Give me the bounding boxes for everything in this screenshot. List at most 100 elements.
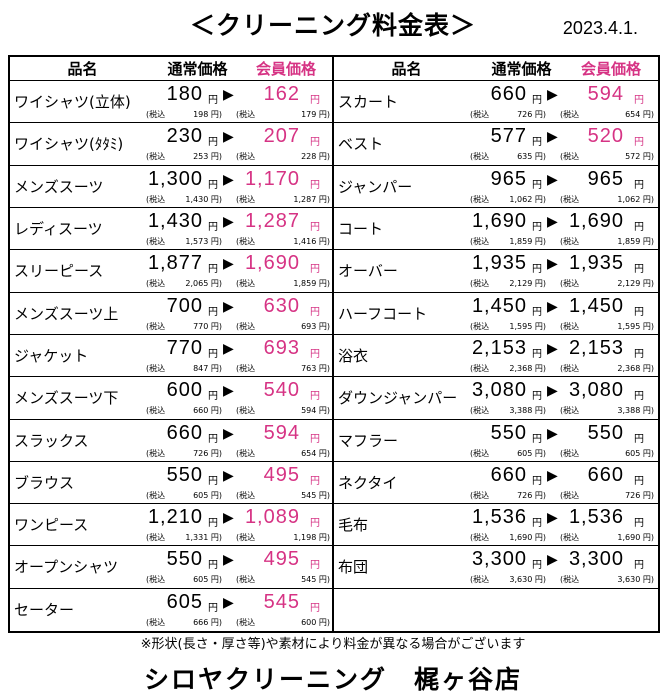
regular-yen: 円	[532, 137, 542, 149]
member-yen: 円	[634, 475, 644, 487]
member-tax-label: (税込	[560, 406, 580, 416]
effective-date: 2023.4.1.	[562, 18, 638, 38]
item-name: 浴衣	[338, 346, 369, 365]
arrow-icon: ▶	[223, 383, 234, 400]
price-row: スリーピース 1,877 円 ▶ 1,690 円 (税込 2,065 円) 1,859 円) (税…	[10, 250, 332, 293]
arrow-icon: ▶	[223, 214, 234, 231]
regular-tax-label: (税込	[146, 279, 166, 289]
member-price: 545	[263, 590, 300, 613]
member-yen: 円	[310, 306, 320, 318]
member-tax-label: (税込	[560, 363, 580, 373]
regular-price: 1,300	[147, 167, 203, 190]
page-title: ＜クリーニング料金表＞	[189, 11, 476, 40]
price-row: ブラウス 550 円 ▶ 495 円 (税込 605 円) 545 円) (税込	[10, 462, 332, 505]
regular-tax-label: (税込	[146, 194, 166, 204]
regular-tax-value: 666 円)	[193, 617, 222, 627]
member-yen: 円	[310, 95, 320, 107]
item-name: ワンピース	[14, 516, 89, 535]
member-yen: 円	[310, 137, 320, 149]
regular-yen: 円	[208, 348, 218, 360]
regular-yen: 円	[208, 475, 218, 487]
regular-tax-label: (税込	[146, 533, 166, 543]
regular-yen: 円	[208, 95, 218, 107]
member-price: 495	[263, 548, 300, 571]
item-name: メンズスーツ上	[14, 304, 119, 323]
regular-tax-label: (税込	[146, 152, 166, 162]
member-tax-value: 1,595 円)	[617, 321, 654, 331]
member-yen: 円	[634, 306, 644, 318]
arrow-icon: ▶	[547, 425, 558, 442]
regular-yen: 円	[532, 95, 542, 107]
price-row: オープンシャツ 550 円 ▶ 495 円 (税込 605 円) 545 円) (税込	[10, 546, 332, 589]
regular-tax-value: 726 円)	[517, 110, 546, 120]
member-price: 520	[587, 125, 624, 148]
regular-yen: 円	[208, 179, 218, 191]
member-yen: 円	[310, 179, 320, 191]
regular-price: 1,430	[147, 210, 203, 233]
price-row: 布団 3,300 円 ▶ 3,300 円 (税込 3,630 円) 3,630 円) (税込	[334, 546, 658, 589]
regular-tax-label: (税込	[470, 279, 490, 289]
member-yen: 円	[634, 391, 644, 403]
item-name: マフラー	[338, 431, 399, 450]
regular-tax-label: (税込	[146, 490, 166, 500]
member-tax-label: (税込	[236, 237, 256, 247]
arrow-icon: ▶	[223, 129, 234, 146]
member-yen: 円	[634, 95, 644, 107]
item-name: ベスト	[338, 135, 384, 154]
regular-tax-value: 253 円)	[193, 152, 222, 162]
regular-tax-value: 1,859 円)	[509, 237, 546, 247]
regular-tax-value: 770 円)	[193, 321, 222, 331]
regular-yen: 円	[208, 222, 218, 234]
member-price: 207	[263, 125, 300, 148]
regular-tax-value: 1,595 円)	[509, 321, 546, 331]
table-header-right: 品名 通常価格 会員価格	[334, 57, 658, 82]
price-row: セーター 605 円 ▶ 545 円 (税込 666 円) 600 円) (税込	[10, 589, 332, 631]
regular-yen: 円	[532, 433, 542, 445]
member-yen: 円	[310, 433, 320, 445]
member-tax-label: (税込	[560, 533, 580, 543]
member-yen: 円	[310, 222, 320, 234]
item-name: ジャンパー	[338, 177, 413, 196]
price-row: ハーフコート 1,450 円 ▶ 1,450 円 (税込 1,595 円) 1,595 円) (税…	[334, 293, 658, 335]
arrow-icon: ▶	[223, 256, 234, 273]
regular-tax-value: 726 円)	[517, 490, 546, 500]
header-regular-price: 通常価格	[491, 60, 552, 79]
member-tax-label: (税込	[560, 110, 580, 120]
member-price: 2,153	[568, 336, 624, 359]
regular-tax-value: 1,062 円)	[509, 194, 546, 204]
regular-yen: 円	[208, 602, 218, 614]
regular-price: 1,690	[471, 210, 527, 233]
member-tax-value: 1,690 円)	[617, 533, 654, 543]
member-tax-label: (税込	[236, 533, 256, 543]
member-yen: 円	[634, 137, 644, 149]
regular-yen: 円	[532, 348, 542, 360]
member-tax-label: (税込	[236, 490, 256, 500]
item-name: ワイシャツ(ﾀﾀﾐ)	[14, 135, 124, 154]
member-tax-label: (税込	[236, 321, 256, 331]
price-column-left: 品名 通常価格 会員価格 ワイシャツ(立体) 180 円 ▶ 162 円 (税込 198 円)…	[10, 57, 334, 631]
price-row: ジャンパー 965 円 ▶ 965 円 (税込 1,062 円) 1,062 円) (税込	[334, 166, 658, 209]
regular-price: 1,536	[471, 506, 527, 529]
rows-left: ワイシャツ(立体) 180 円 ▶ 162 円 (税込 198 円) 179 円) (税込ワイシャ…	[10, 81, 332, 631]
regular-tax-label: (税込	[146, 448, 166, 458]
regular-yen: 円	[208, 560, 218, 572]
member-tax-label: (税込	[236, 448, 256, 458]
arrow-icon: ▶	[223, 467, 234, 484]
member-tax-value: 693 円)	[301, 321, 330, 331]
regular-tax-value: 605 円)	[193, 490, 222, 500]
regular-yen: 円	[532, 306, 542, 318]
regular-price: 3,080	[471, 379, 527, 402]
member-tax-label: (税込	[560, 448, 580, 458]
member-tax-label: (税込	[236, 406, 256, 416]
member-tax-value: 726 円)	[625, 490, 654, 500]
arrow-icon: ▶	[547, 340, 558, 357]
arrow-icon: ▶	[547, 552, 558, 569]
price-row: ワイシャツ(立体) 180 円 ▶ 162 円 (税込 198 円) 179 円) (税込	[10, 81, 332, 124]
regular-price: 230	[166, 125, 203, 148]
item-name: 布団	[338, 558, 369, 577]
regular-yen: 円	[532, 222, 542, 234]
member-tax-label: (税込	[236, 617, 256, 627]
member-tax-label: (税込	[236, 194, 256, 204]
regular-price: 550	[490, 421, 527, 444]
price-row: ジャケット 770 円 ▶ 693 円 (税込 847 円) 763 円) (税込	[10, 335, 332, 378]
